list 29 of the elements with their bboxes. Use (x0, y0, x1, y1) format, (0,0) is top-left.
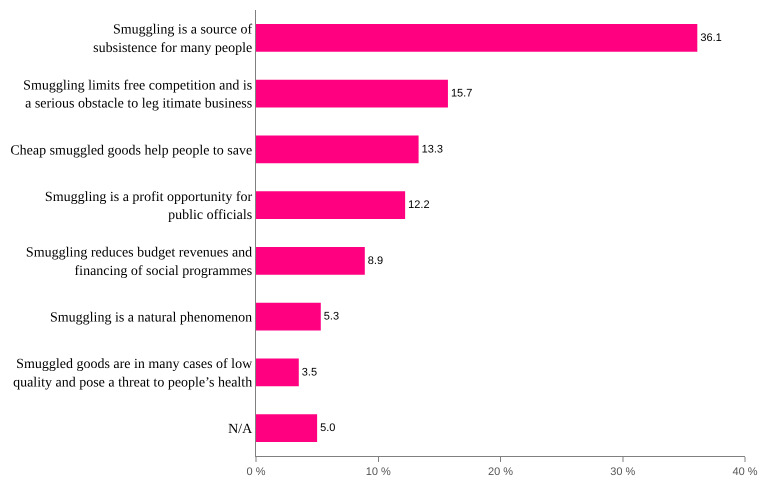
x-tick-label: 20 % (488, 466, 514, 478)
y-tick-label: N/A (228, 422, 254, 438)
x-tick-label: 40 % (732, 466, 758, 478)
x-tick-label: 0 % (246, 466, 266, 478)
y-tick-label: Smuggling is a profit opportunity for public officials (44, 190, 253, 224)
bar (256, 302, 321, 331)
y-tick-label: Smuggling limits free competition and is a serious obstacle to leg itimate business (23, 78, 252, 112)
y-tick-label: Smuggling is a natural phenomenon (50, 310, 252, 326)
x-tick-label: 30 % (610, 466, 636, 478)
bar (256, 80, 448, 108)
y-tick-label: Smuggled goods are in many cases of low quality and pose a threat to people’s health (13, 357, 254, 390)
data-label: 12.2 (408, 199, 430, 212)
data-label: 5.0 (320, 422, 336, 434)
y-tick-label: Cheap smuggled goods help people to save (10, 143, 252, 158)
data-label: 36.1 (700, 32, 722, 44)
data-label: 13.3 (422, 143, 444, 156)
bar (256, 24, 698, 52)
bar (256, 414, 318, 442)
bar (256, 358, 299, 386)
data-label: 5.3 (324, 310, 340, 323)
y-tick-label: Smuggling is a source of subsistence for many people (93, 22, 253, 56)
bar (256, 191, 406, 220)
bar (256, 135, 419, 164)
data-label: 15.7 (450, 88, 472, 100)
data-label: 8.9 (368, 254, 384, 267)
x-tick-label: 10 % (366, 466, 391, 478)
y-tick-label: Smuggling reduces budget revenues and financing of social programmes (26, 246, 252, 279)
data-label: 3.5 (302, 366, 318, 378)
bar (256, 246, 365, 275)
